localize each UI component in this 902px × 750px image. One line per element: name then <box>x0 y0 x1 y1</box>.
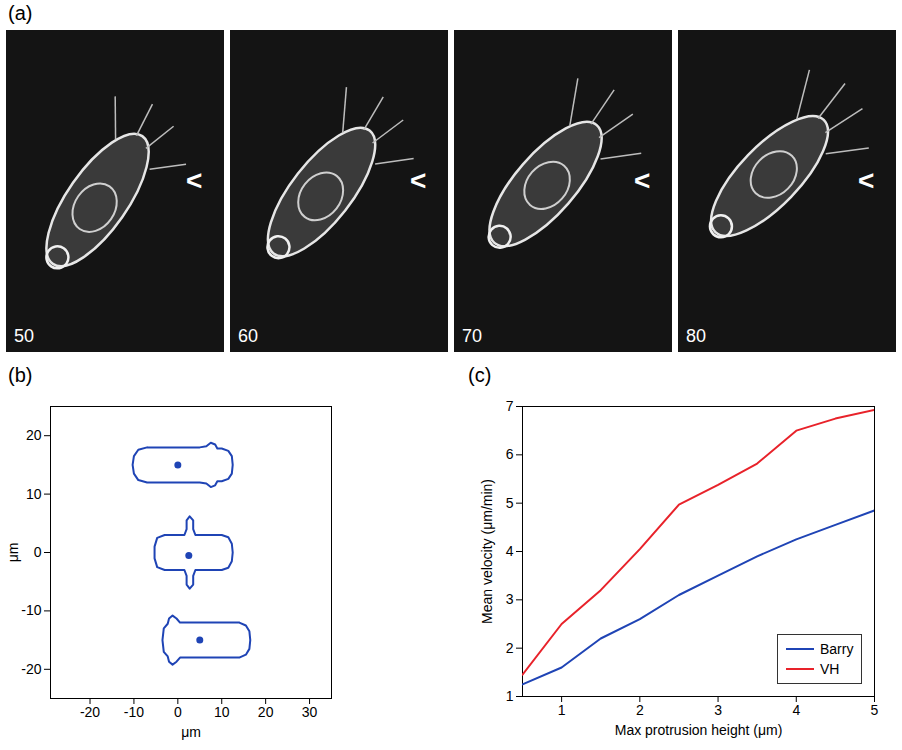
svg-text:0: 0 <box>34 544 42 560</box>
svg-text:1: 1 <box>558 702 566 718</box>
svg-text:<: < <box>858 165 874 196</box>
svg-text:μm: μm <box>181 724 201 740</box>
svg-text:20: 20 <box>26 427 42 443</box>
svg-text:μm: μm <box>5 543 21 563</box>
svg-text:-10: -10 <box>124 704 144 720</box>
html-text:(c): (c) <box>468 364 492 386</box>
svg-text:20: 20 <box>258 704 274 720</box>
svg-text:70: 70 <box>462 326 482 346</box>
svg-text:50: 50 <box>14 326 34 346</box>
svg-text:5: 5 <box>871 702 879 718</box>
svg-text:-20: -20 <box>80 704 100 720</box>
svg-text:4: 4 <box>506 543 514 559</box>
svg-text:4: 4 <box>792 702 800 718</box>
svg-text:60: 60 <box>238 326 258 346</box>
svg-text:2: 2 <box>636 702 644 718</box>
html-text:(b): (b) <box>8 364 33 386</box>
svg-text:Max protrusion height (μm): Max protrusion height (μm) <box>615 722 783 738</box>
svg-text:-10: -10 <box>21 602 41 618</box>
svg-text:6: 6 <box>506 446 514 462</box>
svg-text:3: 3 <box>506 591 514 607</box>
svg-text:<: < <box>186 165 202 196</box>
svg-text:-20: -20 <box>21 661 41 677</box>
svg-text:10: 10 <box>26 486 42 502</box>
svg-text:Mean velocity (μm/min): Mean velocity (μm/min) <box>479 479 495 624</box>
html-text:Barry: Barry <box>820 641 854 657</box>
svg-text:3: 3 <box>714 702 722 718</box>
svg-text:0: 0 <box>174 704 182 720</box>
svg-text:1: 1 <box>506 688 514 704</box>
svg-text:2: 2 <box>506 640 514 656</box>
svg-text:5: 5 <box>506 495 514 511</box>
svg-text:7: 7 <box>506 398 514 414</box>
svg-text:<: < <box>634 165 650 196</box>
html-text:(a): (a) <box>8 2 33 24</box>
html-text:VH: VH <box>820 661 840 677</box>
svg-text:10: 10 <box>214 704 230 720</box>
svg-text:<: < <box>410 165 426 196</box>
svg-text:80: 80 <box>686 326 706 346</box>
svg-text:30: 30 <box>302 704 318 720</box>
